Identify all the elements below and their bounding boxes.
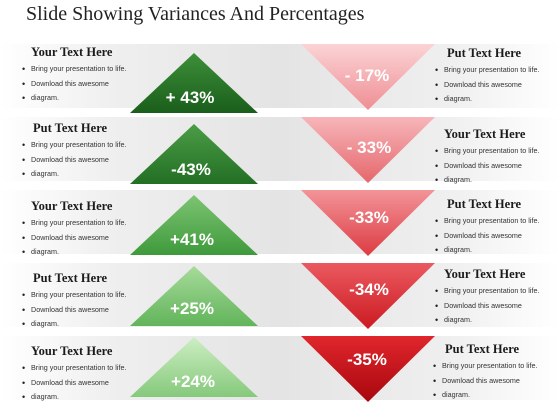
bullet-item: Download this awesome	[434, 78, 560, 93]
bullet-item: Bring your presentation to life.	[21, 62, 151, 77]
percentage-value: - 33%	[347, 138, 391, 157]
down-triangle	[301, 117, 435, 183]
up-triangle	[130, 124, 258, 184]
text-block: Put Text Here Bring your presentation to…	[434, 197, 560, 258]
up-triangle	[130, 195, 258, 255]
percentage-value: +41%	[170, 230, 214, 249]
text-block: Put Text Here Bring your presentation to…	[21, 121, 151, 182]
bullet-continuation: diagram.	[434, 313, 560, 328]
text-heading: Your Text Here	[31, 45, 113, 59]
bullet-item: Bring your presentation to life.	[434, 63, 560, 78]
up-triangle	[130, 266, 258, 326]
bullet-item: Download this awesome	[434, 299, 560, 314]
percentage-value: -35%	[347, 350, 387, 369]
bullet-item: Download this awesome	[21, 303, 151, 318]
bullet-item: Download this awesome	[432, 374, 560, 389]
text-block: Your Text Here Bring your presentation t…	[21, 199, 151, 260]
bullet-continuation: diagram.	[21, 317, 151, 332]
percentage-value: -33%	[349, 208, 389, 227]
bullet-item: Bring your presentation to life.	[21, 216, 151, 231]
text-block: Your Text Here Bring your presentation t…	[434, 127, 560, 188]
up-triangle	[130, 53, 258, 113]
text-heading: Put Text Here	[447, 197, 522, 211]
bullet-item: Download this awesome	[434, 159, 560, 174]
percentage-value: + 43%	[166, 88, 215, 107]
text-heading: Put Text Here	[447, 46, 522, 60]
bullet-item: Bring your presentation to life.	[432, 359, 560, 374]
down-triangle	[301, 44, 435, 110]
text-heading: Your Text Here	[31, 199, 113, 213]
bullet-item: Download this awesome	[21, 153, 151, 168]
text-heading: Your Text Here	[444, 267, 526, 281]
bullet-continuation: diagram.	[21, 390, 151, 405]
text-heading: Put Text Here	[33, 121, 108, 135]
bullet-item: Download this awesome	[21, 231, 151, 246]
bullet-item: Bring your presentation to life.	[434, 144, 560, 159]
percentage-value: -43%	[171, 160, 211, 179]
text-block: Put Text Here Bring your presentation to…	[21, 271, 151, 332]
bullet-item: Download this awesome	[21, 376, 151, 391]
bullet-continuation: diagram.	[434, 243, 560, 258]
slide-title: Slide Showing Variances And Percentages	[26, 3, 365, 25]
percentage-value: +24%	[171, 372, 215, 391]
bullet-continuation: diagram.	[21, 167, 151, 182]
bullet-item: Download this awesome	[21, 77, 151, 92]
bullet-item: Bring your presentation to life.	[434, 214, 560, 229]
down-triangle	[301, 336, 435, 402]
bullet-item: Download this awesome	[434, 229, 560, 244]
text-heading: Put Text Here	[445, 342, 520, 356]
text-heading: Put Text Here	[33, 271, 108, 285]
percentage-value: - 17%	[345, 66, 389, 85]
percentage-value: -34%	[349, 280, 389, 299]
bullet-continuation: diagram.	[21, 245, 151, 260]
bullet-item: Bring your presentation to life.	[21, 361, 151, 376]
text-heading: Your Text Here	[31, 344, 113, 358]
text-block: Put Text Here Bring your presentation to…	[434, 46, 560, 107]
bullet-continuation: diagram.	[21, 91, 151, 106]
text-block: Your Text Here Bring your presentation t…	[434, 267, 560, 328]
bullet-item: Bring your presentation to life.	[434, 284, 560, 299]
bullet-continuation: diagram.	[434, 92, 560, 107]
down-triangle	[301, 263, 435, 329]
text-block: Your Text Here Bring your presentation t…	[21, 344, 151, 405]
bullet-item: Bring your presentation to life.	[21, 288, 151, 303]
text-heading: Your Text Here	[444, 127, 526, 141]
text-block: Put Text Here Bring your presentation to…	[432, 342, 560, 403]
text-block: Your Text Here Bring your presentation t…	[21, 45, 151, 106]
down-triangle	[301, 190, 435, 256]
bullet-item: Bring your presentation to life.	[21, 138, 151, 153]
percentage-value: +25%	[170, 299, 214, 318]
up-triangle	[130, 337, 258, 397]
bullet-continuation: diagram.	[434, 173, 560, 188]
bullet-continuation: diagram.	[432, 388, 560, 403]
